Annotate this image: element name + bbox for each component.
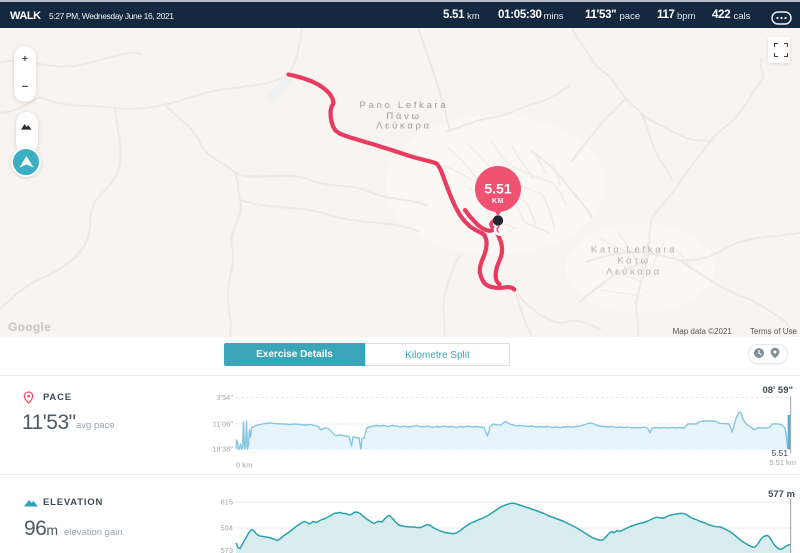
- svg-text:Λεύκαρα: Λεύκαρα: [606, 267, 662, 278]
- svg-text:3'54": 3'54": [216, 393, 233, 402]
- svg-text:18'38": 18'38": [212, 445, 233, 454]
- svg-text:5.51: 5.51: [771, 448, 788, 458]
- svg-text:11'06": 11'06": [213, 420, 234, 429]
- svg-text:Πάνω: Πάνω: [386, 111, 421, 122]
- svg-text:Κάτω: Κάτω: [617, 256, 651, 267]
- svg-text:KM: KM: [492, 198, 504, 205]
- svg-text:Kato Lefkara: Kato Lefkara: [591, 245, 677, 256]
- svg-text:573: 573: [220, 546, 233, 553]
- svg-text:Λεύκαρα: Λεύκαρα: [376, 121, 432, 132]
- svg-text:5.51 km: 5.51 km: [769, 458, 796, 467]
- svg-text:0 km: 0 km: [236, 461, 252, 470]
- svg-text:Pano Lefkara: Pano Lefkara: [360, 100, 449, 111]
- svg-text:577 m: 577 m: [768, 489, 795, 500]
- svg-text:615: 615: [220, 498, 233, 507]
- svg-text:5.51: 5.51: [484, 181, 511, 197]
- svg-text:08' 59": 08' 59": [762, 385, 793, 396]
- svg-text:594: 594: [220, 524, 233, 533]
